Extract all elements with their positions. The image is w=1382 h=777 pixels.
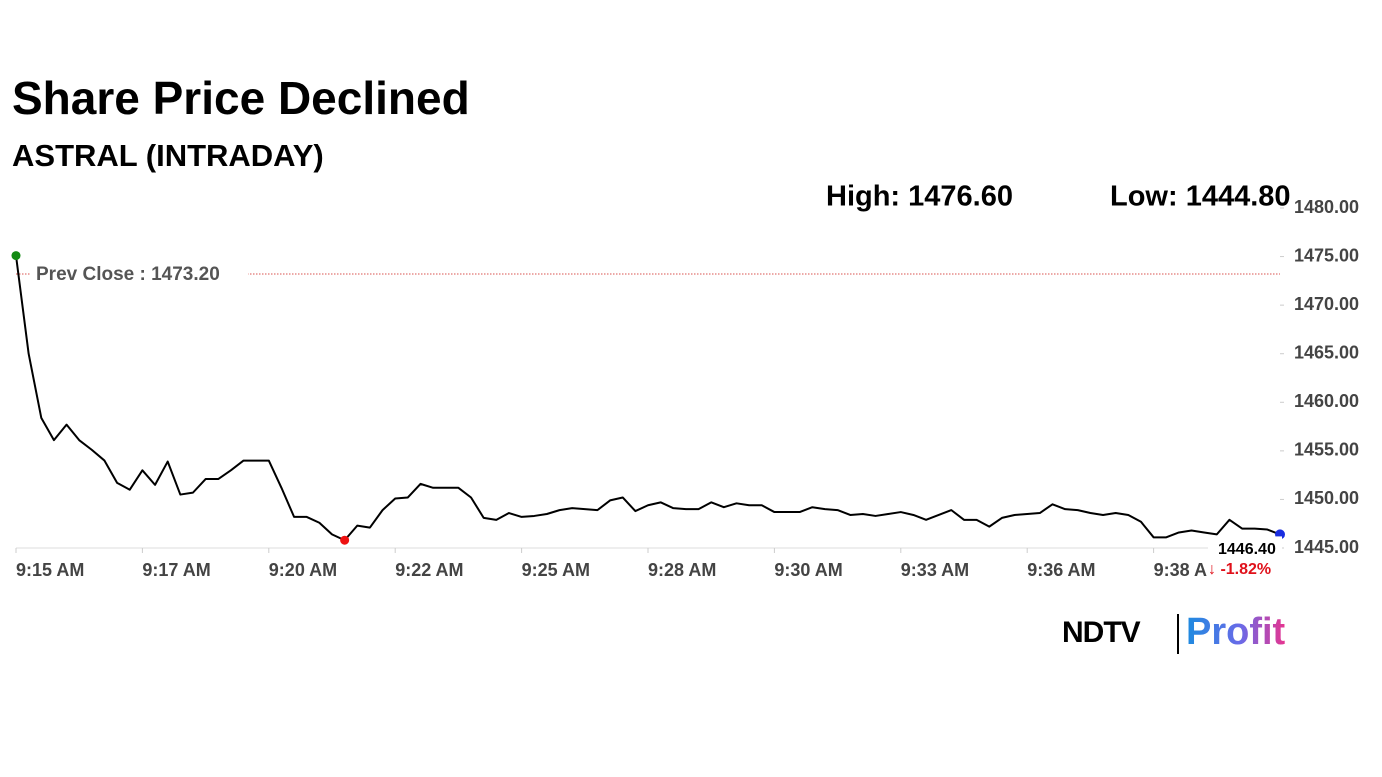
last-label-bg bbox=[1208, 536, 1282, 577]
price-line bbox=[15, 255, 1281, 542]
y-tick-label: 1460.00 bbox=[1294, 391, 1359, 411]
last-price-label: 1446.40 bbox=[1218, 541, 1276, 558]
prev-close-label: Prev Close : 1473.20 bbox=[36, 264, 220, 285]
prev-close-label-bg bbox=[30, 262, 248, 287]
high-label: High: 1476.60 bbox=[826, 181, 1013, 213]
y-tick-label: 1475.00 bbox=[1294, 245, 1359, 265]
start-dot bbox=[11, 251, 21, 261]
y-tick-label: 1450.00 bbox=[1294, 488, 1359, 508]
x-tick-label: 9:22 AM bbox=[395, 560, 463, 580]
x-tick-label: 9:30 AM bbox=[774, 560, 842, 580]
low-dot bbox=[340, 535, 350, 545]
x-tick-label: 9:25 AM bbox=[522, 560, 590, 580]
y-tick-label: 1470.00 bbox=[1294, 294, 1359, 314]
y-tick-label: 1480.00 bbox=[1294, 197, 1359, 217]
low-label: Low: 1444.80 bbox=[1110, 181, 1291, 213]
x-tick-label: 9:33 AM bbox=[901, 560, 969, 580]
x-tick-label: 9:36 AM bbox=[1027, 560, 1095, 580]
y-tick-label: 1455.00 bbox=[1294, 440, 1359, 460]
chart-title: Share Price Declined bbox=[12, 72, 470, 124]
x-tick-label: 9:17 AM bbox=[142, 560, 210, 580]
y-tick-label: 1465.00 bbox=[1294, 342, 1359, 362]
x-tick-label: 9:38 AM bbox=[1154, 560, 1222, 580]
chart-subtitle: ASTRAL (INTRADAY) bbox=[12, 138, 324, 173]
y-tick-label: 1445.00 bbox=[1294, 537, 1359, 557]
x-tick-label: 9:20 AM bbox=[269, 560, 337, 580]
change-label: ↓ -1.82% bbox=[1208, 561, 1271, 578]
logo-brand: NDTV bbox=[1062, 616, 1141, 649]
logo-product: Profit bbox=[1186, 611, 1286, 653]
x-tick-label: 9:28 AM bbox=[648, 560, 716, 580]
x-tick-label: 9:15 AM bbox=[16, 560, 84, 580]
